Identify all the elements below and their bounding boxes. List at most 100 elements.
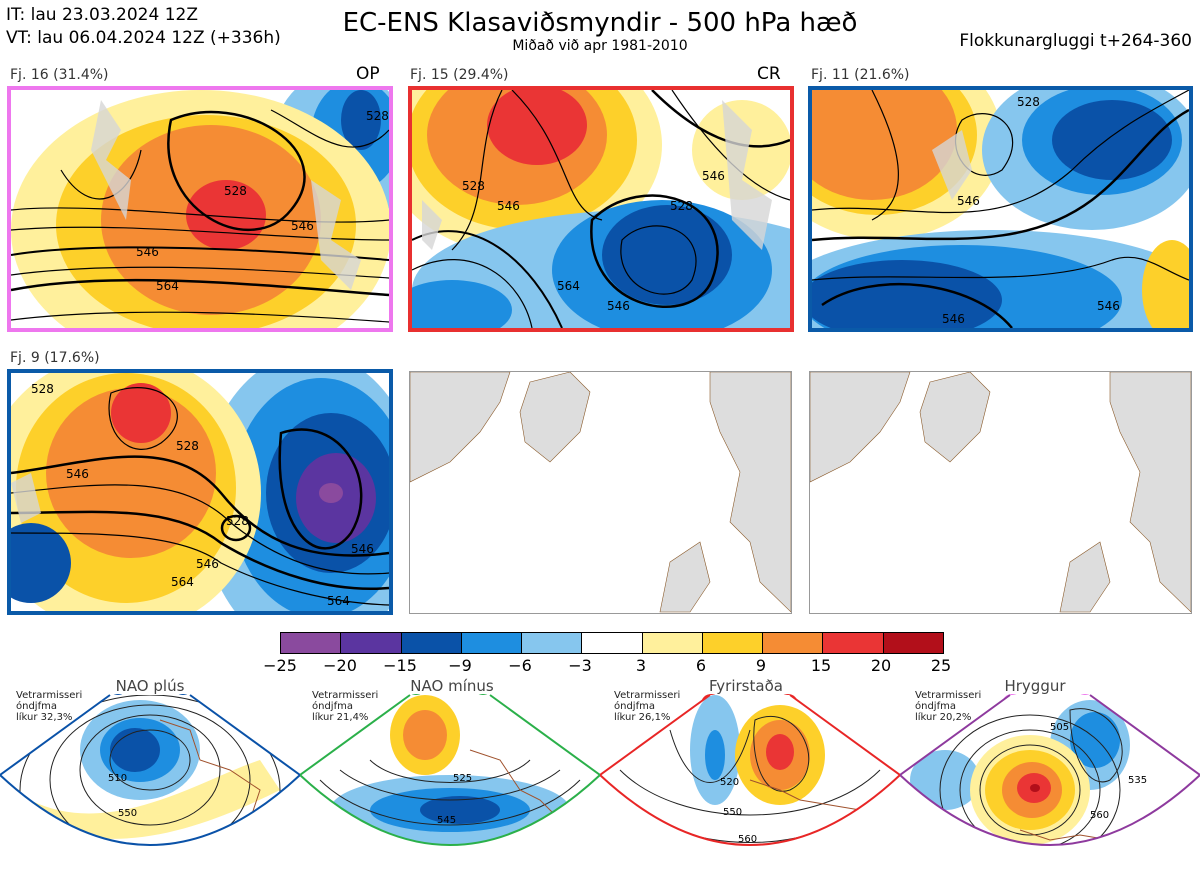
regime-4-map: 505 535 560 xyxy=(900,694,1200,846)
panel-3-contour-label: 546 xyxy=(957,194,980,208)
colorbar-tick: 20 xyxy=(870,656,892,675)
regime-1-season: Vetrarmisseri xyxy=(16,690,83,701)
cluster-map-11: 546 528 546 546 xyxy=(808,86,1193,332)
colorbar-segment xyxy=(522,633,583,653)
panel-1-contour-label: 528 xyxy=(224,184,247,198)
regime-3-probability: líkur 26,1% xyxy=(614,712,671,723)
regime-1-info: Vetrarmisseri óndjfma líkur 32,3% xyxy=(16,690,82,723)
panel-4-contour-label: 546 xyxy=(66,467,89,481)
colorbar-segment xyxy=(642,633,703,653)
regime-2-months: óndjfma xyxy=(312,701,353,712)
regime-2-map: 525 545 565 xyxy=(300,694,600,861)
regime-4-probability: líkur 20,2% xyxy=(915,712,972,723)
cluster-map-15: 528 546 546 528 564 546 xyxy=(408,86,794,332)
colorbar-segment xyxy=(461,633,523,653)
panel-4-contour-label: 546 xyxy=(196,557,219,571)
regime-4-info: Vetrarmisseri óndjfma líkur 20,2% xyxy=(915,690,981,723)
regime-3-map: 520 550 560 xyxy=(600,694,900,846)
page-title: EC-ENS Klasaviðsmyndir - 500 hPa hæð xyxy=(342,8,858,38)
regime-2-season: Vetrarmisseri xyxy=(312,690,379,701)
regime-4-season: Vetrarmisseri xyxy=(915,690,982,701)
colorbar-tick: −6 xyxy=(508,656,532,675)
regime-4-months: óndjfma xyxy=(915,701,956,712)
colorbar xyxy=(280,632,944,654)
panel-3-contour-label: 546 xyxy=(1097,299,1120,313)
regime-1-contour-label: 550 xyxy=(118,808,137,819)
classification-window: Flokkunargluggi t+264-360 xyxy=(959,31,1192,51)
panel-4-contour-label: 528 xyxy=(226,514,249,528)
panel-1-contour-label: 546 xyxy=(136,245,159,259)
panel-4-label: Fj. 9 (17.6%) xyxy=(10,350,100,366)
panel-2-contour-label: 546 xyxy=(607,299,630,313)
panel-2-tag: CR xyxy=(757,64,781,84)
page-subtitle: Miðað við apr 1981-2010 xyxy=(512,38,688,54)
panel-3-contour-label: 528 xyxy=(1017,95,1040,109)
panel-3-contour-label: 546 xyxy=(942,312,965,326)
colorbar-segment xyxy=(341,633,402,653)
colorbar-tick: 3 xyxy=(635,656,647,675)
panel-4-contour-label: 528 xyxy=(176,439,199,453)
header-init-time: IT: lau 23.03.2024 12Z VT: lau 06.04.202… xyxy=(6,4,281,50)
panel-1-label: Fj. 16 (31.4%) xyxy=(10,67,109,83)
panel-4-contour-label: 564 xyxy=(327,594,350,608)
cluster-map-16: 528 546 564 528 546 xyxy=(7,86,393,332)
colorbar-segment xyxy=(702,633,764,653)
panel-4-contour-label: 564 xyxy=(171,575,194,589)
panel-1-contour-label: 528 xyxy=(366,109,389,123)
regime-1-probability: líkur 32,3% xyxy=(16,712,73,723)
panel-3-label: Fj. 11 (21.6%) xyxy=(811,67,910,83)
regime-1-title: NAO plús xyxy=(115,677,185,695)
colorbar-segment xyxy=(401,633,462,653)
panel-4-contour-label: 528 xyxy=(31,382,54,396)
colorbar-tick: −3 xyxy=(568,656,592,675)
regime-2-info: Vetrarmisseri óndjfma líkur 21,4% xyxy=(312,690,378,723)
regime-4-contour-label: 560 xyxy=(1090,810,1109,821)
regime-2-contour-label: 565 xyxy=(447,850,466,861)
colorbar-segment xyxy=(763,633,824,653)
colorbar-segment xyxy=(823,633,884,653)
colorbar-tick: −20 xyxy=(323,656,357,675)
vt-line: VT: lau 06.04.2024 12Z (+336h) xyxy=(6,28,281,48)
colorbar-tick: −25 xyxy=(263,656,297,675)
panel-2-contour-label: 546 xyxy=(497,199,520,213)
regime-4-contour-label: 535 xyxy=(1128,775,1147,786)
regime-3-contour-label: 550 xyxy=(723,807,742,818)
colorbar-tick: 9 xyxy=(755,656,767,675)
regime-1-months: óndjfma xyxy=(16,701,57,712)
regime-3-contour-label: 560 xyxy=(738,834,757,845)
colorbar-tick: 6 xyxy=(695,656,707,675)
cluster-map-9: 528 546 528 528 546 564 546 564 xyxy=(7,369,393,615)
regime-2-contour-label: 545 xyxy=(437,815,456,826)
colorbar-tick: 15 xyxy=(810,656,832,675)
regime-3-info: Vetrarmisseri óndjfma líkur 26,1% xyxy=(614,690,680,723)
panel-1-contour-label: 564 xyxy=(156,279,179,293)
panel-2-contour-label: 564 xyxy=(557,279,580,293)
colorbar-segment xyxy=(582,633,643,653)
regime-1-map: 510 550 xyxy=(0,694,300,846)
empty-map-5 xyxy=(409,371,792,614)
colorbar-tick: 25 xyxy=(930,656,952,675)
panel-4-contour-label: 546 xyxy=(351,542,374,556)
panel-2-label: Fj. 15 (29.4%) xyxy=(410,67,509,83)
it-line: IT: lau 23.03.2024 12Z xyxy=(6,5,198,25)
colorbar-segment xyxy=(883,633,943,653)
regime-3-months: óndjfma xyxy=(614,701,655,712)
regime-3-title: Fyrirstaða xyxy=(709,677,783,695)
panel-2-contour-label: 546 xyxy=(702,169,725,183)
regime-1-contour-label: 510 xyxy=(108,773,127,784)
colorbar-tick: −9 xyxy=(448,656,472,675)
empty-map-6 xyxy=(809,371,1192,614)
regime-4-title: Hryggur xyxy=(1004,677,1066,695)
panel-1-contour-label: 546 xyxy=(291,219,314,233)
regime-2-contour-label: 525 xyxy=(453,773,472,784)
regime-2-title: NAO mínus xyxy=(410,677,494,695)
colorbar-tick: −15 xyxy=(383,656,417,675)
panel-1-tag: OP xyxy=(356,64,380,84)
panel-2-contour-label: 528 xyxy=(462,179,485,193)
regime-4-contour-label: 505 xyxy=(1050,722,1069,733)
regime-3-contour-label: 520 xyxy=(720,777,739,788)
regime-3-season: Vetrarmisseri xyxy=(614,690,681,701)
regime-2-probability: líkur 21,4% xyxy=(312,712,369,723)
colorbar-segment xyxy=(281,633,342,653)
panel-2-contour-label: 528 xyxy=(670,199,693,213)
